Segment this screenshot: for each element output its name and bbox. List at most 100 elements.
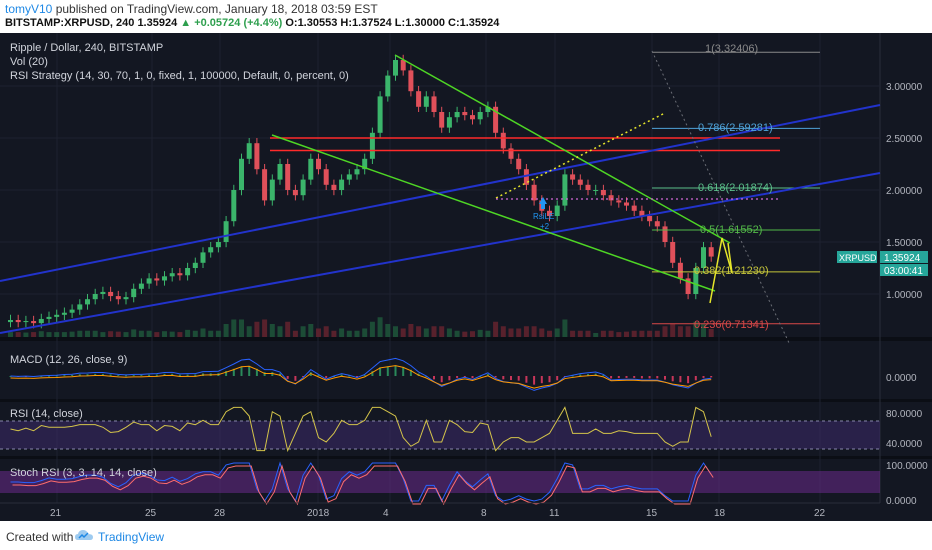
candle-body bbox=[423, 96, 429, 107]
volume-bar bbox=[192, 330, 198, 337]
volume-bar bbox=[208, 330, 214, 337]
macd-histogram-bar bbox=[94, 373, 97, 376]
macd-histogram-bar bbox=[302, 376, 305, 377]
author-link[interactable]: tomyV10 bbox=[5, 2, 53, 16]
volume-bar bbox=[439, 326, 445, 337]
drawings bbox=[0, 50, 881, 346]
volume-bar bbox=[508, 328, 514, 337]
macd-histogram-bar bbox=[71, 374, 74, 376]
macd-histogram-bar bbox=[232, 368, 235, 376]
macd-histogram-bar bbox=[710, 376, 713, 378]
candle-body bbox=[647, 216, 653, 222]
volume-bar bbox=[285, 321, 291, 337]
macd-histogram-bar bbox=[263, 372, 266, 376]
candle-body bbox=[285, 164, 291, 190]
candle-body bbox=[662, 226, 668, 242]
volume-legend: Vol (20) bbox=[10, 56, 48, 68]
candle-body bbox=[485, 106, 491, 112]
volume-bar bbox=[500, 326, 506, 337]
stoch-d-line bbox=[12, 464, 714, 506]
candle-body bbox=[46, 316, 52, 319]
volume-bar bbox=[531, 326, 537, 337]
candle-body bbox=[462, 112, 468, 116]
volume-bar bbox=[292, 330, 298, 337]
fib-label: 0.236(0.71341) bbox=[694, 319, 769, 331]
macd-histogram-bar bbox=[363, 375, 366, 377]
candle-body bbox=[585, 184, 591, 190]
macd-histogram-bar bbox=[109, 374, 112, 376]
candle-body bbox=[593, 190, 599, 191]
macd-histogram-bar bbox=[625, 376, 628, 378]
macd-histogram-bar bbox=[556, 376, 559, 381]
volume-bar bbox=[477, 329, 483, 337]
stoch-k-line bbox=[10, 461, 712, 503]
volume-bar bbox=[77, 330, 83, 337]
macd-histogram-bar bbox=[148, 374, 151, 376]
volume-bar bbox=[685, 326, 691, 337]
signal-label: +2 bbox=[540, 222, 550, 231]
macd-histogram-bar bbox=[125, 375, 127, 377]
header: tomyV10 published on TradingView.com, Ja… bbox=[0, 0, 932, 32]
macd-histogram-bar bbox=[671, 376, 674, 382]
fib-trend-line bbox=[651, 50, 791, 346]
macd-histogram-bar bbox=[132, 375, 135, 377]
volume-bar bbox=[215, 330, 221, 337]
symbol-line: BITSTAMP:XRPUSD, 240 1.35924 ▲ +0.05724 … bbox=[5, 17, 499, 29]
time-tick: 22 bbox=[814, 508, 826, 519]
last-price-tag bbox=[880, 251, 928, 263]
candle-body bbox=[169, 273, 175, 277]
candle-body bbox=[393, 60, 398, 76]
price-tick: 3.00000 bbox=[886, 82, 923, 93]
candle-body bbox=[516, 158, 522, 170]
volume-bar bbox=[200, 328, 206, 337]
candle-body bbox=[177, 273, 183, 276]
volume-bar bbox=[523, 326, 529, 337]
volume-bar bbox=[38, 331, 44, 337]
volume-bar bbox=[423, 328, 429, 337]
volume-bar bbox=[454, 330, 460, 337]
candle-body bbox=[185, 268, 191, 276]
macd-histogram-bar bbox=[640, 376, 643, 379]
macd-histogram-bar bbox=[525, 376, 528, 383]
price-tick: 1.00000 bbox=[886, 290, 923, 301]
fib-label: 0.786(2.59281) bbox=[698, 122, 773, 134]
candle-body bbox=[354, 169, 360, 175]
macd-histogram-bar bbox=[155, 374, 158, 376]
time-tick: 15 bbox=[646, 508, 658, 519]
candle-body bbox=[77, 304, 83, 310]
candle-body bbox=[54, 314, 60, 317]
macd-signal-line bbox=[10, 365, 712, 389]
candle-body bbox=[269, 179, 275, 201]
volume-bar bbox=[85, 330, 90, 337]
time-tick: 21 bbox=[50, 508, 62, 519]
macd-histogram-bar bbox=[286, 376, 289, 379]
macd-histogram-bar bbox=[117, 375, 120, 377]
macd-histogram-bar bbox=[463, 376, 466, 377]
tradingview-brand-link[interactable]: TradingView bbox=[98, 530, 165, 544]
volume-bar bbox=[146, 330, 152, 337]
candle-body bbox=[323, 169, 329, 185]
strategy-legend: RSI Strategy (14, 30, 70, 1, 0, fixed, 1… bbox=[10, 70, 349, 82]
volume-bar bbox=[462, 331, 468, 337]
fib-label: 1(3.32406) bbox=[705, 43, 758, 55]
candle-body bbox=[493, 106, 499, 133]
macd-histogram-bar bbox=[494, 376, 497, 378]
candle-body bbox=[377, 96, 383, 133]
volume-bar bbox=[416, 326, 422, 337]
pane-separator bbox=[0, 399, 932, 402]
candle-body bbox=[100, 291, 106, 294]
macd-histogram-bar bbox=[163, 373, 166, 376]
macd-histogram-bar bbox=[540, 376, 543, 384]
trend-channel-line bbox=[0, 172, 881, 334]
volume-bar bbox=[701, 324, 706, 337]
chart-area[interactable]: Ripple / Dollar, 240, BITSTAMP Vol (20) … bbox=[0, 33, 932, 521]
candle-body bbox=[577, 179, 583, 185]
wedge-line bbox=[394, 54, 731, 244]
macd-histogram-bar bbox=[679, 376, 682, 383]
macd-histogram-bar bbox=[433, 376, 435, 380]
candle-body bbox=[400, 60, 406, 71]
publish-line: tomyV10 published on TradingView.com, Ja… bbox=[5, 2, 378, 16]
volume-bar bbox=[231, 319, 237, 337]
macd-histogram-bar bbox=[694, 376, 697, 381]
pane-separator bbox=[0, 337, 932, 341]
